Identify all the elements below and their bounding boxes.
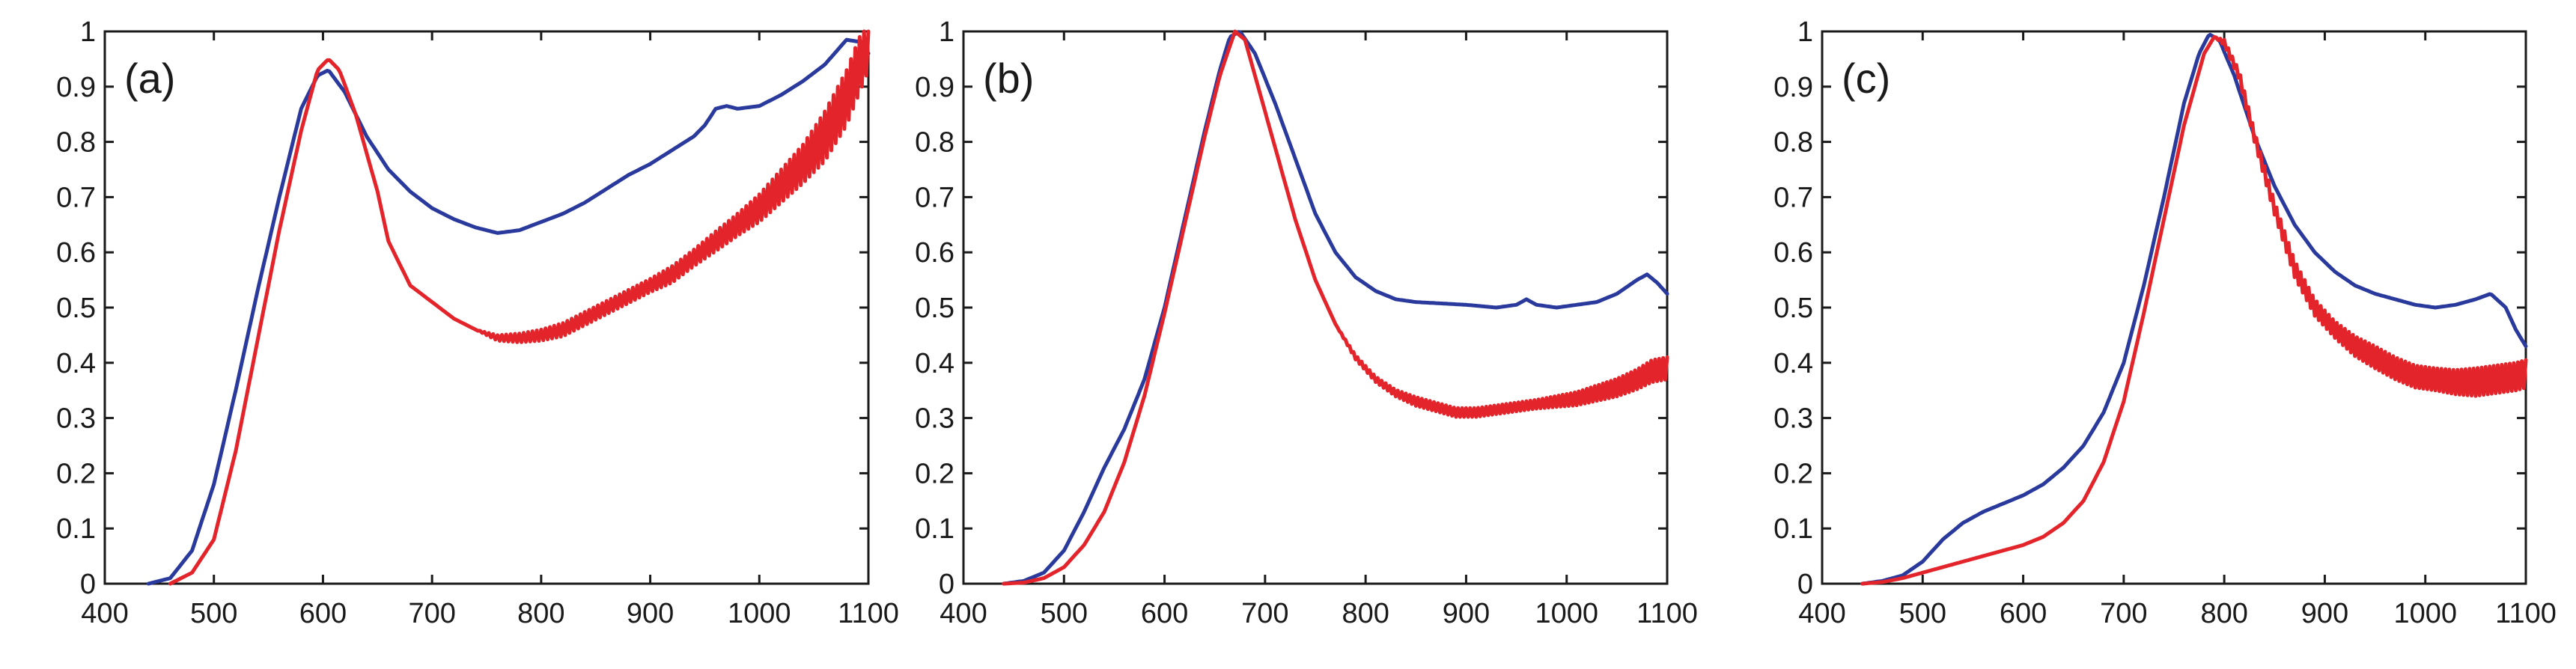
x-tick-label: 400 [81,598,128,629]
y-tick-label: 0.3 [56,403,96,435]
y-tick-label: 0.5 [1773,293,1813,324]
series-line-blue [1002,30,1669,586]
x-tick-label: 400 [940,598,987,629]
x-tick-label: 600 [1141,598,1188,629]
x-tick-label: 1000 [728,598,791,629]
plot-frame [1821,30,2527,585]
y-tick-label: 0.1 [915,513,954,545]
panel-label-b: (b) [983,55,1034,102]
y-tick-label: 0.3 [915,403,954,435]
y-tick-label: 0.3 [1773,403,1813,435]
series-line-red [168,29,871,586]
plot-frame [103,30,870,585]
x-tick-label: 1100 [838,598,899,629]
series-line-red [1002,29,1669,586]
y-tick-label: 0.6 [915,237,954,269]
chart-panel-c: 400 500 600 700 800 900 1000 1100 0 0.1 0.2 0.3 0.4 0… [1773,16,2557,629]
x-tick-label: 800 [517,598,564,629]
y-tick-label: 0.2 [1773,458,1813,489]
panel-label-c: (c) [1842,55,1890,102]
y-tick-label: 0.5 [56,293,96,324]
y-tick-label: 0.7 [56,182,96,213]
y-tick-label: 0 [939,569,954,600]
y-tick-label: 0.8 [1773,127,1813,159]
x-tick-label: 500 [190,598,237,629]
x-tick-label: 800 [2200,598,2247,629]
x-tick-label: 900 [2301,598,2348,629]
y-tick-label: 0.4 [915,348,954,379]
y-tick-label: 0 [1797,569,1813,600]
y-tick-label: 0.4 [1773,348,1813,379]
x-tick-label: 1000 [1535,598,1598,629]
chart-panel-b: 400 500 600 700 800 900 1000 1100 0 0.1 0.2 0.3 0.4 0… [915,16,1698,629]
y-tick-label: 0.8 [915,127,954,159]
x-tick-label: 1100 [1636,598,1698,629]
x-tick-label: 700 [1241,598,1288,629]
y-tick-label: 0.9 [56,72,96,103]
series-line-blue [146,37,871,586]
y-tick-label: 0.2 [915,458,954,489]
y-tick-label: 0.5 [915,293,954,324]
x-tick-label: 800 [1342,598,1389,629]
x-tick-label: 1000 [2393,598,2457,629]
panel-label-a: (a) [124,55,175,102]
y-tick-label: 0.1 [56,513,96,545]
x-tick-label: 900 [627,598,674,629]
y-tick-label: 0.1 [1773,513,1813,545]
y-tick-label: 1 [1797,16,1813,48]
y-tick-label: 0.8 [56,127,96,159]
y-tick-label: 0.7 [1773,182,1813,213]
x-tick-label: 900 [1443,598,1490,629]
x-tick-label: 1100 [2495,598,2557,629]
y-tick-label: 0.7 [915,182,954,213]
y-tick-label: 0 [80,569,96,600]
x-tick-label: 700 [408,598,455,629]
y-tick-label: 1 [939,16,954,48]
x-tick-label: 600 [2000,598,2047,629]
y-tick-label: 0.4 [56,348,96,379]
x-tick-label: 700 [2100,598,2147,629]
x-tick-label: 600 [299,598,347,629]
x-tick-label: 500 [1041,598,1088,629]
series-line-blue [1860,32,2528,586]
y-tick-label: 0.2 [56,458,96,489]
x-tick-label: 400 [1798,598,1845,629]
y-tick-label: 1 [80,16,96,48]
y-tick-label: 0.9 [1773,72,1813,103]
series-line-red [1860,34,2528,586]
y-tick-label: 0.6 [56,237,96,269]
y-tick-label: 0.6 [1773,237,1813,269]
x-tick-label: 500 [1899,598,1946,629]
chart-panel-a: 400 500 600 700 800 900 1000 1100 0 0.1 0.2 0.3 0.4 0… [56,16,899,629]
y-tick-label: 0.9 [915,72,954,103]
